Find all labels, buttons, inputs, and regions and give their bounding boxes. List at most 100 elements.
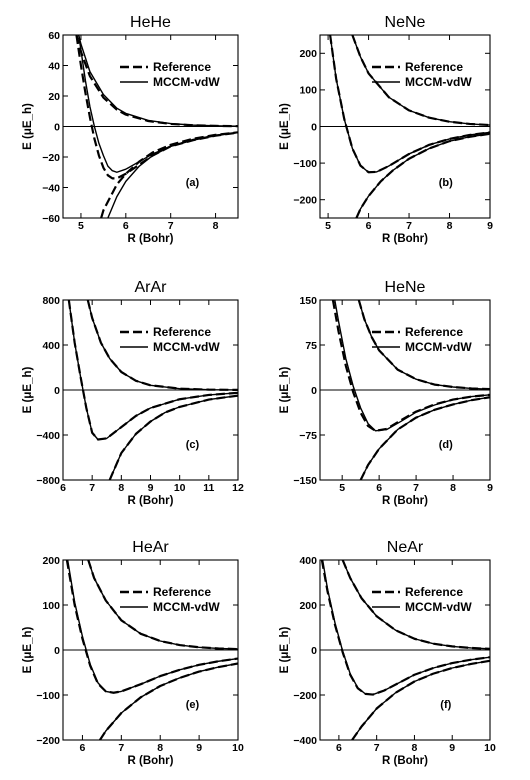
y-tick-label: 400 — [42, 340, 60, 352]
reference-curve — [359, 396, 490, 480]
x-axis-label: R (Bohr) — [382, 233, 428, 245]
y-tick-label: 40 — [48, 60, 60, 72]
y-axis-label: E (μE_h) — [279, 103, 291, 150]
panel-title: HeAr — [132, 539, 169, 556]
legend-label: MCCM-vdW — [405, 340, 472, 354]
mccm-vdw-curve — [68, 300, 238, 441]
x-axis-label: R (Bohr) — [382, 495, 428, 507]
legend-label: MCCM-vdW — [405, 75, 472, 89]
y-tick-label: 800 — [42, 295, 60, 307]
x-tick-label: 6 — [376, 482, 382, 494]
reference-curve — [320, 560, 490, 696]
y-tick-label: 75 — [305, 340, 317, 352]
panel-label: (a) — [186, 177, 200, 189]
x-axis-label: R (Bohr) — [128, 755, 174, 767]
legend-label: MCCM-vdW — [153, 75, 220, 89]
panel-label: (b) — [439, 177, 453, 189]
x-tick-label: 7 — [413, 482, 419, 494]
legend-label: Reference — [405, 60, 463, 74]
x-tick-label: 10 — [484, 742, 496, 754]
reference-curve — [99, 662, 238, 740]
y-axis-label: E (μE_h) — [22, 627, 34, 674]
legend-label: MCCM-vdW — [405, 600, 472, 614]
y-tick-label: 0 — [54, 645, 60, 657]
y-tick-label: 200 — [299, 48, 317, 60]
mccm-vdw-curve — [78, 35, 238, 127]
panel-e: HeAr R (Bohr) E (μE_h) (e) Reference MCC… — [22, 539, 244, 767]
y-tick-label: −200 — [293, 690, 317, 702]
panel-label: (e) — [186, 699, 200, 711]
y-tick-label: −100 — [293, 158, 317, 170]
reference-curve — [65, 560, 238, 694]
y-tick-label: 100 — [299, 85, 317, 97]
y-tick-label: 0 — [311, 121, 317, 133]
legend-label: Reference — [405, 585, 463, 599]
x-tick-label: 8 — [213, 220, 219, 232]
x-tick-label: 8 — [450, 482, 456, 494]
panel-a: HeHe R (Bohr) E (μE_h) (a) Reference MCC… — [22, 14, 239, 245]
mccm-vdw-curve — [358, 300, 490, 390]
panel-title: ArAr — [135, 279, 168, 296]
y-tick-label: 0 — [54, 121, 60, 133]
y-tick-label: 0 — [311, 385, 317, 397]
x-axis-label: R (Bohr) — [128, 233, 174, 245]
mccm-vdw-curve — [360, 396, 490, 480]
x-tick-label: 5 — [325, 220, 331, 232]
y-tick-label: −400 — [293, 735, 317, 747]
x-tick-label: 9 — [196, 742, 202, 754]
y-tick-label: 0 — [311, 645, 317, 657]
mccm-vdw-curve — [334, 300, 490, 432]
x-tick-label: 6 — [80, 742, 86, 754]
panel-b: NeNe R (Bohr) E (μE_h) (b) Reference MCC… — [279, 14, 493, 245]
reference-curve — [75, 35, 238, 180]
x-tick-label: 8 — [412, 742, 418, 754]
x-tick-label: 9 — [487, 482, 493, 494]
y-axis-label: E (μE_h) — [22, 103, 34, 150]
x-tick-label: 6 — [366, 220, 372, 232]
y-tick-label: −75 — [299, 430, 317, 442]
y-tick-label: 0 — [54, 385, 60, 397]
x-tick-label: 8 — [157, 742, 163, 754]
y-axis-label: E (μE_h) — [22, 367, 34, 414]
x-tick-label: 9 — [449, 742, 455, 754]
mccm-vdw-curve — [329, 35, 490, 173]
y-tick-label: 100 — [42, 600, 60, 612]
mccm-vdw-curve — [355, 133, 490, 218]
reference-curve — [331, 300, 490, 432]
x-tick-label: 9 — [148, 482, 154, 494]
mccm-vdw-curve — [87, 560, 238, 650]
x-axis-label: R (Bohr) — [128, 495, 174, 507]
y-tick-label: −200 — [36, 735, 60, 747]
x-tick-label: 8 — [118, 482, 124, 494]
x-tick-label: 9 — [487, 220, 493, 232]
x-tick-label: 7 — [374, 742, 380, 754]
reference-curve — [108, 394, 238, 480]
mccm-vdw-curve — [87, 300, 238, 391]
panel-label: (f) — [440, 699, 451, 711]
x-tick-label: 6 — [60, 482, 66, 494]
y-tick-label: −60 — [42, 213, 60, 225]
mccm-vdw-curve — [351, 35, 490, 126]
y-tick-label: −800 — [36, 475, 60, 487]
x-tick-label: 12 — [232, 482, 244, 494]
panel-d: HeNe R (Bohr) E (μE_h) (d) Reference MCC… — [279, 279, 493, 507]
x-tick-label: 6 — [336, 742, 342, 754]
y-tick-label: 20 — [48, 91, 60, 103]
panel-c: ArAr R (Bohr) E (μE_h) (c) Reference MCC… — [22, 279, 244, 507]
mccm-vdw-curve — [66, 560, 238, 694]
y-tick-label: 60 — [48, 30, 60, 42]
mccm-vdw-curve — [99, 662, 238, 740]
y-axis-label: E (μE_h) — [279, 367, 291, 414]
y-tick-label: −100 — [36, 690, 60, 702]
y-tick-label: −200 — [293, 195, 317, 207]
x-tick-label: 7 — [89, 482, 95, 494]
y-tick-label: −40 — [42, 182, 60, 194]
y-tick-label: 150 — [299, 295, 317, 307]
panel-title: HeHe — [130, 14, 171, 31]
y-tick-label: 200 — [299, 600, 317, 612]
panel-title: NeAr — [387, 539, 424, 556]
panel-title: HeNe — [385, 279, 426, 296]
x-tick-label: 8 — [447, 220, 453, 232]
y-tick-label: −150 — [293, 475, 317, 487]
mccm-vdw-curve — [321, 560, 490, 696]
